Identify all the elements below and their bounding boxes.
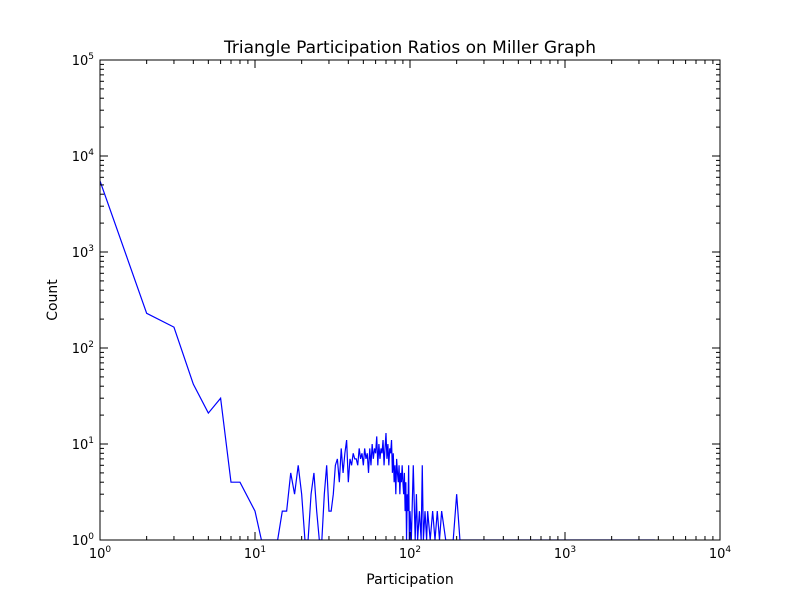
series-line-0 bbox=[100, 180, 655, 540]
x-tick-label: 104 bbox=[709, 545, 732, 562]
x-tick-label: 103 bbox=[554, 545, 576, 562]
x-tick-label: 102 bbox=[399, 545, 421, 562]
y-tick-label: 103 bbox=[72, 244, 94, 261]
y-tick-label: 105 bbox=[72, 52, 94, 69]
y-tick-label: 100 bbox=[72, 532, 95, 549]
y-tick-label: 101 bbox=[72, 436, 94, 453]
chart-title: Triangle Participation Ratios on Miller … bbox=[223, 38, 596, 58]
y-tick-label: 102 bbox=[72, 340, 94, 357]
x-tick-label: 100 bbox=[89, 545, 112, 562]
x-tick-label: 101 bbox=[244, 545, 266, 562]
x-axis-label: Participation bbox=[366, 572, 453, 588]
plot-area: 100 101 102 103 104 100 101 102 103 104 105 bbox=[72, 52, 732, 562]
y-tick-label: 104 bbox=[72, 148, 95, 165]
plot-frame bbox=[99, 59, 721, 541]
y-axis-label: Count bbox=[45, 279, 61, 321]
